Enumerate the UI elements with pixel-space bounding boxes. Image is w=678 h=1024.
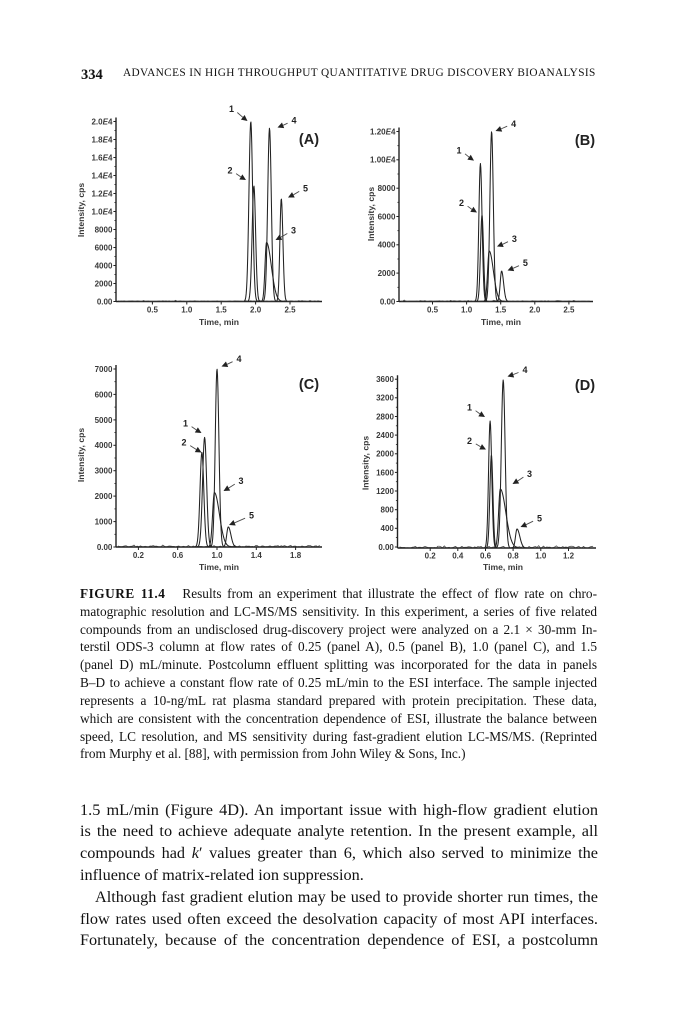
svg-text:6000: 6000: [378, 212, 396, 221]
svg-text:4: 4: [291, 116, 296, 126]
svg-text:1200: 1200: [376, 487, 394, 496]
svg-text:1.6E4: 1.6E4: [91, 153, 112, 162]
svg-text:1.5: 1.5: [216, 306, 228, 315]
svg-text:0.00: 0.00: [97, 543, 113, 552]
svg-text:4000: 4000: [95, 261, 113, 270]
svg-text:1.0: 1.0: [461, 306, 473, 315]
svg-text:2000: 2000: [95, 492, 113, 501]
svg-text:0.6: 0.6: [480, 552, 492, 561]
svg-text:1.5: 1.5: [495, 306, 507, 315]
svg-text:1: 1: [456, 146, 461, 156]
svg-text:7000: 7000: [95, 365, 113, 374]
svg-text:1600: 1600: [376, 468, 394, 477]
svg-text:1.20E4: 1.20E4: [370, 127, 396, 136]
svg-text:1.0: 1.0: [181, 306, 193, 315]
svg-text:1.0: 1.0: [211, 551, 223, 560]
svg-text:5000: 5000: [95, 416, 113, 425]
svg-text:0.00: 0.00: [380, 297, 396, 306]
svg-text:1.4: 1.4: [251, 551, 263, 560]
svg-text:0.00: 0.00: [378, 543, 394, 552]
svg-text:Intensity, cps: Intensity, cps: [366, 187, 376, 242]
svg-text:4000: 4000: [378, 241, 396, 250]
svg-text:2.0E4: 2.0E4: [91, 117, 112, 126]
svg-text:1.8E4: 1.8E4: [91, 135, 112, 144]
svg-text:1.8: 1.8: [290, 551, 302, 560]
svg-text:1.4E4: 1.4E4: [91, 171, 112, 180]
svg-text:Time, min: Time, min: [199, 562, 239, 572]
svg-text:Intensity, cps: Intensity, cps: [361, 436, 371, 491]
svg-text:6000: 6000: [95, 243, 113, 252]
svg-text:0.00: 0.00: [97, 297, 113, 306]
svg-text:1000: 1000: [95, 518, 113, 527]
svg-text:(D): (D): [575, 378, 595, 394]
svg-text:1.0E4: 1.0E4: [91, 207, 112, 216]
svg-text:2: 2: [467, 436, 472, 446]
svg-text:1.0: 1.0: [535, 552, 547, 561]
svg-text:Time, min: Time, min: [481, 317, 521, 327]
svg-text:3600: 3600: [376, 375, 394, 384]
svg-text:5: 5: [523, 258, 528, 268]
svg-text:2000: 2000: [378, 269, 396, 278]
svg-text:(A): (A): [299, 132, 319, 148]
svg-text:2.0: 2.0: [529, 306, 541, 315]
svg-text:3: 3: [527, 469, 532, 479]
svg-text:800: 800: [381, 506, 395, 515]
svg-text:(C): (C): [299, 377, 319, 393]
svg-text:4: 4: [511, 119, 516, 129]
svg-text:0.8: 0.8: [508, 552, 520, 561]
svg-text:1: 1: [229, 104, 234, 114]
svg-text:3200: 3200: [376, 394, 394, 403]
svg-text:0.2: 0.2: [133, 551, 145, 560]
svg-text:0.5: 0.5: [147, 306, 159, 315]
svg-text:4: 4: [522, 365, 527, 375]
svg-text:4000: 4000: [95, 441, 113, 450]
svg-text:2400: 2400: [376, 431, 394, 440]
svg-text:2.5: 2.5: [563, 306, 575, 315]
svg-text:2800: 2800: [376, 412, 394, 421]
svg-text:Intensity, cps: Intensity, cps: [76, 183, 86, 238]
svg-text:0.5: 0.5: [427, 306, 439, 315]
svg-text:1.2: 1.2: [563, 552, 575, 561]
svg-text:5: 5: [303, 184, 308, 194]
svg-text:0.4: 0.4: [452, 552, 464, 561]
svg-text:5: 5: [249, 511, 254, 521]
svg-text:0.2: 0.2: [425, 552, 437, 561]
svg-text:2.0: 2.0: [250, 306, 262, 315]
svg-text:8000: 8000: [95, 225, 113, 234]
svg-text:4: 4: [236, 354, 241, 364]
svg-text:400: 400: [381, 524, 395, 533]
svg-text:3: 3: [512, 234, 517, 244]
svg-text:2: 2: [459, 198, 464, 208]
svg-text:8000: 8000: [378, 184, 396, 193]
svg-text:2: 2: [181, 438, 186, 448]
svg-text:1.00E4: 1.00E4: [370, 156, 396, 165]
svg-text:Time, min: Time, min: [483, 562, 523, 572]
svg-text:5: 5: [537, 514, 542, 524]
svg-text:2.5: 2.5: [284, 306, 296, 315]
svg-text:Intensity, cps: Intensity, cps: [76, 428, 86, 483]
svg-text:1: 1: [467, 403, 472, 413]
svg-text:1.2E4: 1.2E4: [91, 189, 112, 198]
svg-text:3: 3: [291, 226, 296, 236]
svg-text:2000: 2000: [376, 450, 394, 459]
svg-text:6000: 6000: [95, 390, 113, 399]
svg-text:3: 3: [238, 476, 243, 486]
svg-text:(B): (B): [575, 133, 595, 149]
svg-text:2000: 2000: [95, 279, 113, 288]
svg-text:2: 2: [227, 166, 232, 176]
svg-text:0.6: 0.6: [172, 551, 184, 560]
svg-text:3000: 3000: [95, 467, 113, 476]
svg-text:Time, min: Time, min: [199, 317, 239, 327]
svg-text:1: 1: [183, 419, 188, 429]
